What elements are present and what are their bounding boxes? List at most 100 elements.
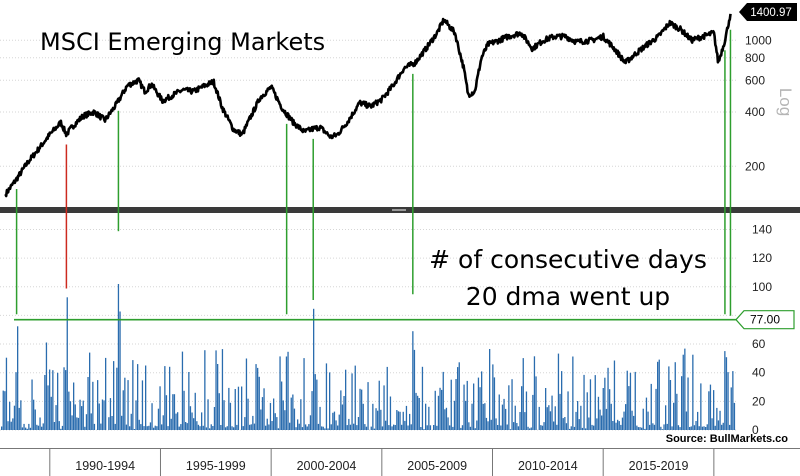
- bar: [466, 380, 468, 430]
- bar: [172, 394, 174, 430]
- bar: [356, 425, 358, 430]
- bar: [321, 426, 323, 430]
- bar: [666, 423, 668, 430]
- bar: [713, 390, 715, 430]
- bar: [282, 400, 284, 430]
- bar: [287, 351, 289, 430]
- bar: [505, 408, 507, 430]
- bar-tick-label: 0: [752, 423, 759, 437]
- bar: [215, 350, 217, 430]
- bar: [53, 422, 56, 430]
- bar: [129, 426, 131, 430]
- bar: [45, 342, 48, 430]
- bar: [644, 428, 646, 430]
- bar: [39, 417, 41, 430]
- bar: [177, 412, 179, 430]
- bar: [660, 426, 662, 430]
- bar: [572, 356, 574, 430]
- bar: [49, 369, 51, 430]
- bar: [354, 365, 356, 430]
- bar: [535, 376, 537, 430]
- bar: [612, 421, 614, 430]
- peak-marker-lines: [15, 29, 732, 316]
- bar: [509, 429, 512, 430]
- bar: [148, 425, 150, 430]
- bar: [273, 398, 275, 430]
- bar: [425, 403, 427, 430]
- bar: [450, 379, 452, 430]
- bar: [516, 423, 518, 430]
- bar: [186, 423, 188, 430]
- bar: [399, 411, 401, 430]
- bar: [383, 385, 385, 430]
- bar: [482, 403, 484, 430]
- bar: [133, 429, 136, 430]
- bar: [457, 367, 459, 430]
- bar: [266, 418, 268, 430]
- bar: [655, 388, 657, 430]
- bar: [241, 386, 243, 430]
- bar: [375, 408, 377, 430]
- bar: [202, 425, 204, 430]
- bar: [396, 410, 398, 430]
- bar: [559, 393, 561, 430]
- bar: [26, 428, 28, 430]
- price-tick-label: 800: [745, 51, 765, 65]
- bar: [157, 408, 160, 430]
- bar: [583, 374, 585, 430]
- bar: [199, 426, 201, 430]
- bar: [52, 370, 54, 430]
- bar: [15, 372, 17, 430]
- x-axis-label: 1990-1994: [75, 459, 135, 473]
- bar: [596, 418, 598, 430]
- bar: [209, 428, 211, 430]
- bar: [453, 400, 456, 430]
- bar: [295, 427, 297, 430]
- bar: [207, 399, 209, 430]
- bar: [47, 385, 49, 430]
- panel-resize-handle[interactable]: [392, 209, 406, 211]
- bar: [580, 405, 582, 430]
- bar: [319, 406, 321, 430]
- x-axis-band: [0, 448, 800, 476]
- bar: [709, 384, 712, 430]
- bar: [314, 374, 316, 430]
- bar: [522, 358, 524, 430]
- bar: [500, 425, 502, 430]
- bar: [29, 427, 32, 430]
- bar: [44, 375, 46, 430]
- bar: [338, 414, 340, 430]
- bar: [501, 404, 504, 430]
- bar: [130, 413, 132, 430]
- source-note: Source: BullMarkets.co: [666, 433, 789, 445]
- bar: [4, 391, 6, 430]
- bar: [674, 362, 676, 430]
- bar: [255, 364, 257, 430]
- bar: [474, 428, 476, 430]
- bar: [530, 427, 532, 430]
- bar: [629, 372, 632, 430]
- bar: [233, 427, 235, 430]
- bar: [673, 402, 675, 430]
- bar: [532, 394, 534, 430]
- bar: [546, 407, 548, 430]
- bar: [669, 380, 672, 430]
- bar: [245, 358, 248, 430]
- bar: [439, 387, 441, 430]
- bar: [498, 394, 500, 430]
- bar: [322, 426, 324, 430]
- bar: [41, 426, 43, 430]
- bar: [493, 377, 496, 430]
- bar: [665, 405, 667, 430]
- bar: [623, 411, 625, 430]
- bar: [565, 423, 568, 430]
- bar: [68, 391, 70, 430]
- bar: [631, 410, 633, 430]
- bar: [663, 424, 665, 430]
- bar: [345, 369, 347, 430]
- bar: [25, 427, 27, 430]
- bar: [140, 424, 142, 430]
- bar: [711, 418, 713, 430]
- bar: [378, 380, 380, 430]
- bar: [101, 399, 104, 430]
